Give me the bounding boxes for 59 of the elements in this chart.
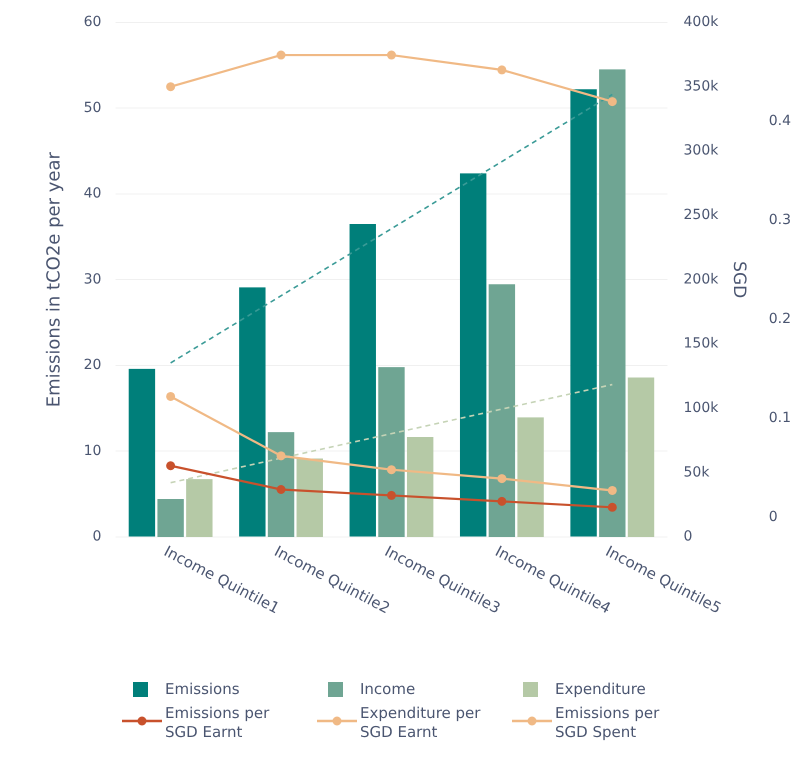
point [166, 82, 176, 92]
bar [628, 377, 654, 537]
bar [488, 284, 516, 537]
y-tick-label: 40 [84, 186, 102, 202]
y-tick-label: 20 [84, 357, 102, 374]
point [386, 50, 396, 60]
y2-tick-label: 100k [684, 400, 720, 416]
bar [186, 479, 213, 537]
legend-label: Emissions [165, 680, 241, 699]
point [386, 465, 396, 474]
y2-tick-label: 400k [684, 14, 720, 30]
bar [128, 368, 156, 536]
y2-tick-label: 350k [684, 78, 720, 94]
y2-tick-label: 0 [684, 528, 692, 545]
y-tick-label: 30 [84, 271, 102, 288]
bar [239, 287, 266, 536]
y2-tick-label: 50k [684, 464, 710, 480]
legend-label: Expenditure [555, 680, 647, 699]
point [497, 474, 506, 484]
bar [157, 499, 184, 537]
bar [599, 69, 626, 537]
y3-tick-label: 0 [768, 508, 778, 525]
point [166, 392, 176, 401]
y2-tick-label: 200k [684, 271, 720, 288]
y2-axis-title: SGD [729, 261, 750, 298]
y2-tick-label: 150k [684, 336, 720, 352]
legend-label: Emissions per SGD Earnt [165, 704, 270, 742]
y3-tick-label: 0.2 [768, 310, 791, 327]
point [608, 97, 617, 106]
bar [406, 437, 434, 537]
legend-label: Emissions per SGD Spent [555, 704, 660, 742]
point [166, 461, 176, 470]
bar [517, 417, 544, 537]
y-tick-label: 60 [84, 14, 102, 30]
y-tick-label: 10 [84, 442, 102, 459]
y3-tick-label: 0.1 [768, 410, 791, 426]
y3-tick-label: 0.3 [768, 212, 791, 228]
y2-tick-label: 250k [684, 207, 720, 224]
point [386, 490, 396, 500]
point [497, 65, 506, 74]
point [276, 485, 286, 494]
bar [570, 89, 597, 536]
bar [460, 173, 486, 536]
point [497, 496, 506, 506]
y3-tick-label: 0.4 [768, 113, 792, 129]
point [276, 50, 286, 60]
y-axis-title: Emissions in tCO2e per year [43, 152, 64, 408]
point [608, 486, 617, 495]
bar [350, 224, 376, 536]
legend-label: Expenditure per SGD Earnt [360, 704, 482, 742]
bar [268, 432, 294, 537]
point [276, 451, 286, 460]
bar [378, 367, 405, 537]
y-tick-label: 0 [92, 528, 102, 545]
y2-tick-label: 300k [684, 142, 720, 159]
y-tick-label: 50 [84, 100, 102, 116]
bar [296, 458, 323, 537]
point [608, 502, 617, 512]
legend-label: Income [360, 680, 416, 699]
